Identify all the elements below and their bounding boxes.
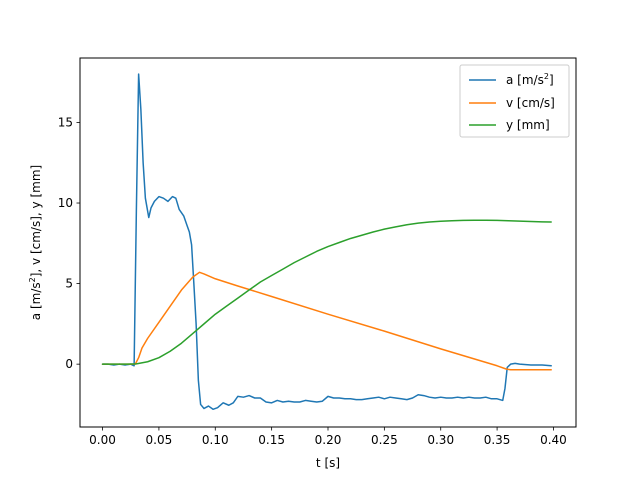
x-tick-label: 0.20 [315,433,342,447]
x-tick-label: 0.05 [146,433,173,447]
y-tick-label: 0 [65,357,73,371]
legend-label-y: y [mm] [506,118,550,132]
x-tick-label: 0.30 [427,433,454,447]
legend: a [m/s2] v [cm/s] y [mm] [459,64,570,138]
x-tick-label: 0.15 [258,433,285,447]
series-line-0 [101,73,552,411]
series-line-2 [101,219,552,365]
series-line-1 [101,271,552,371]
legend-label-v: v [cm/s] [506,96,555,110]
x-tick-label: 0.10 [202,433,229,447]
x-tick-label: 0.25 [371,433,398,447]
series-layer [101,73,552,411]
x-axis-label: t [s] [316,456,340,470]
y-axis-ticks: 0 5 10 15 [58,115,80,371]
y-tick-label: 5 [65,277,73,291]
x-tick-label: 0.40 [540,433,567,447]
y-tick-label: 10 [58,196,73,210]
legend-box [459,64,570,138]
x-axis-ticks: 0.00 0.05 0.10 0.15 0.20 0.25 0.30 0.35 0.40 [89,427,567,447]
legend-label-a: a [m/s2] [506,72,554,87]
y-tick-label: 15 [58,115,73,129]
x-tick-label: 0.00 [89,433,116,447]
x-tick-label: 0.35 [484,433,511,447]
y-axis-label: a [m/s2], v [cm/s], y [mm] [28,165,43,320]
